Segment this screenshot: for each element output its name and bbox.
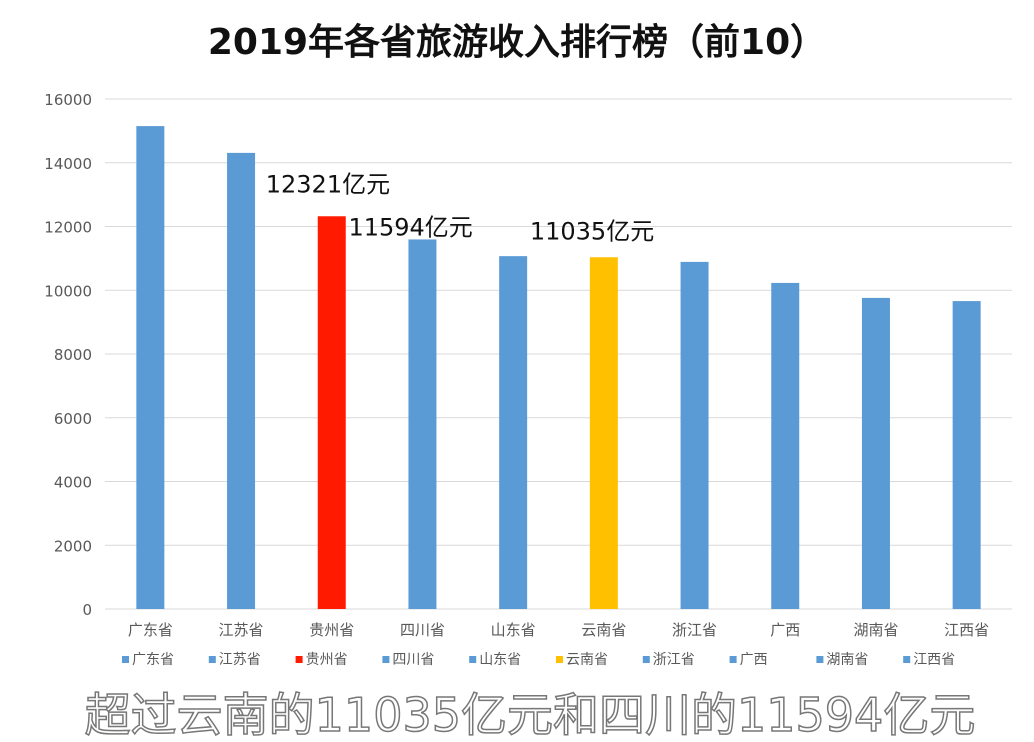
legend-swatch (295, 656, 303, 663)
legend-label: 江苏省 (219, 652, 261, 668)
y-tick-label: 12000 (44, 219, 92, 237)
y-tick-label: 8000 (54, 346, 92, 364)
legend-swatch (208, 656, 216, 663)
x-tick-label: 贵州省 (309, 621, 354, 639)
x-tick-label: 湖南省 (853, 621, 898, 639)
legend-label: 广东省 (132, 652, 174, 668)
legend-swatch (382, 656, 390, 663)
x-tick-label: 云南省 (581, 621, 626, 639)
legend-swatch (642, 656, 650, 663)
bar (861, 297, 890, 609)
bar (499, 256, 528, 609)
data-label: 12321亿元 (266, 170, 390, 198)
bar (317, 216, 346, 609)
x-tick-label: 四川省 (400, 621, 445, 639)
bar (408, 239, 437, 609)
y-tick-label: 2000 (54, 537, 92, 555)
x-tick-label: 江苏省 (219, 621, 264, 639)
bar (771, 282, 800, 609)
y-tick-label: 4000 (54, 474, 92, 492)
bar (227, 152, 256, 609)
x-tick-label: 山东省 (491, 621, 536, 639)
bar (589, 257, 618, 609)
y-tick-label: 0 (82, 601, 92, 619)
legend-label: 江西省 (913, 652, 955, 668)
chart-title: 2019年各省旅游收入排行榜（前10） (208, 22, 826, 63)
bar (952, 301, 981, 609)
legend-label: 贵州省 (306, 652, 348, 668)
x-tick-label: 广东省 (128, 621, 173, 639)
legend-label: 山东省 (479, 652, 521, 668)
legend-label: 广西 (740, 652, 768, 668)
legend-label: 四川省 (392, 652, 434, 668)
data-label: 11594亿元 (348, 213, 472, 241)
legend-label: 浙江省 (653, 652, 695, 668)
x-tick-label: 广西 (770, 621, 800, 639)
y-tick-label: 14000 (44, 155, 92, 173)
legend-swatch (903, 656, 911, 663)
data-label: 11035亿元 (530, 217, 654, 245)
legend-swatch (729, 656, 737, 663)
x-tick-label: 浙江省 (672, 621, 717, 639)
legend-label: 云南省 (566, 652, 608, 668)
bar (680, 261, 709, 609)
legend-label: 湖南省 (826, 652, 868, 668)
legend-swatch (469, 656, 477, 663)
y-tick-label: 6000 (54, 410, 92, 428)
legend-swatch (816, 656, 824, 663)
y-tick-label: 10000 (44, 282, 92, 300)
video-caption: 超过云南的11035亿元和四川的11594亿元 (85, 688, 976, 738)
x-tick-label: 江西省 (944, 621, 989, 639)
legend-swatch (556, 656, 563, 663)
bar (136, 126, 165, 609)
legend-swatch (122, 656, 129, 663)
y-tick-label: 16000 (44, 91, 92, 109)
